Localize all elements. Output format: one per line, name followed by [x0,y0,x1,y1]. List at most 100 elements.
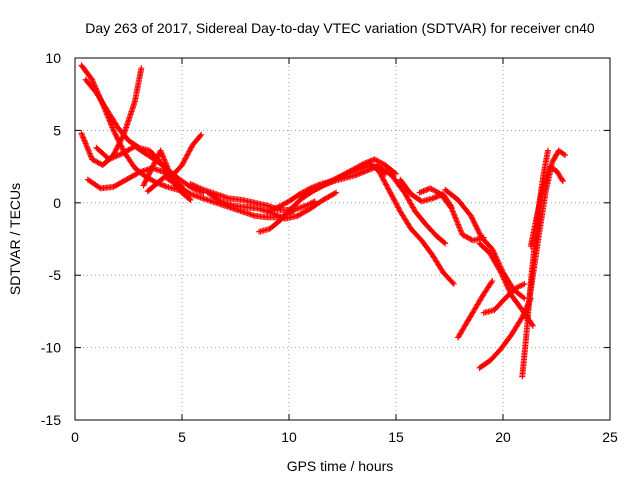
data-point-trail [298,186,313,197]
data-point-trail [487,251,504,274]
series-arc-18 [455,277,496,341]
data-point [459,231,466,238]
data-point-trail [534,183,547,216]
axis-ticks [74,57,611,421]
data-point-trail [312,180,330,193]
data-point-trail [145,181,159,194]
data-point-trail [115,125,131,143]
grid-lines [75,58,610,420]
data-point-trail [180,190,193,202]
data-point-trail [528,212,540,248]
data-point-trail [479,235,495,251]
data-point-trail [321,190,338,203]
data-point-trail [104,108,120,130]
data-point-trail [121,99,138,135]
data-point [393,170,399,177]
data-point-trail [325,174,342,185]
x-tick-label: 25 [602,429,618,445]
data-point-trail [86,177,103,191]
data-point-trail [338,168,355,180]
data-point [371,156,378,163]
data-point [529,322,536,329]
y-tick-label: -5 [49,267,62,283]
data-point-trail [409,227,424,243]
data-point [559,178,566,185]
data-point-trail [244,204,261,212]
y-tick-label: -15 [41,412,61,428]
data-point-trail [387,189,403,214]
data-point [386,188,393,195]
data-point-trail [227,195,244,203]
data-point-trail [366,160,381,173]
data-point-trail [141,166,155,188]
data-point [78,130,85,137]
data-point [324,179,331,186]
data-points [78,62,569,380]
data-point [521,280,528,287]
data-point [303,202,310,209]
series-arc-24 [527,163,566,250]
data-point [138,65,145,72]
data-point-trail [441,270,456,286]
x-tick-label: 10 [281,429,297,445]
data-point [110,183,117,190]
data-point [375,167,382,174]
y-tick-label: -10 [41,340,61,356]
data-point-trail [188,181,205,193]
data-point-trail [477,358,492,371]
data-point-trail [133,144,148,156]
data-point-trail [94,145,112,162]
plot-frame [74,57,611,421]
data-point [89,156,96,163]
data-point-trail [503,286,518,301]
data-point-trail [205,190,223,204]
data-point-trail [267,218,283,231]
data-point [489,246,496,253]
data-point [521,295,528,302]
y-tick-label: 0 [53,195,61,211]
data-point-trail [472,292,486,311]
series-arc-5 [93,143,207,196]
data-point-trail [430,253,446,274]
data-point [337,173,344,180]
series-arc-23 [523,147,569,322]
data-point-trail [464,306,478,325]
data-point-trail [398,177,414,196]
data-point-trail [519,331,530,379]
data-point-trail [424,222,439,238]
data-point [427,185,434,192]
data-point [467,212,474,219]
data-point [110,127,117,134]
chart-title: Day 263 of 2017, Sidereal Day-to-day VTE… [85,20,595,36]
series-arc-21 [480,280,528,316]
data-point [489,277,496,284]
data-point [123,176,130,183]
data-point-trail [514,281,526,291]
data-point-trail [540,149,551,176]
data-point-trail [413,209,428,227]
y-tick-label: 5 [53,122,61,138]
data-point [198,131,205,138]
data-point [442,240,449,247]
data-point-trail [300,187,317,200]
x-tick-label: 0 [71,429,79,445]
x-tick-label: 20 [495,429,511,445]
data-point [157,147,164,154]
data-point-trail [402,191,418,214]
series-arc-14 [365,159,457,287]
data-point [119,150,126,157]
data-point [320,196,327,203]
data-point-trail [253,200,270,209]
data-point-trail [304,199,317,208]
data-point-trail [389,173,407,195]
data-point [549,159,556,166]
data-point-trail [541,165,553,187]
data-point-trail [295,206,313,219]
data-point-trail [477,241,493,256]
data-point [512,285,519,292]
data-point-trail [548,164,559,174]
data-point-trail [383,163,398,176]
data-point [187,180,194,187]
data-point-trail [509,315,525,337]
data-point-trail [124,170,141,182]
